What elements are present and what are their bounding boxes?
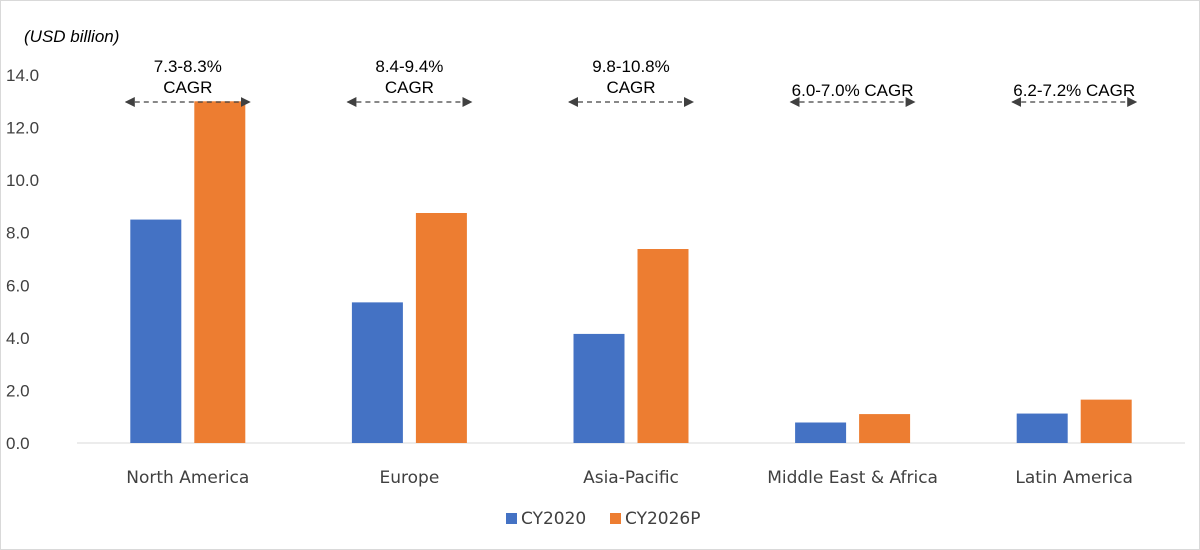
bar-cy2026p-0	[194, 101, 246, 444]
x-category-label: Asia-Pacific	[583, 468, 679, 488]
cagr-label: 6.2-7.2% CAGR	[1013, 81, 1135, 100]
x-category-label: Latin America	[1015, 468, 1133, 488]
bars	[130, 101, 1132, 444]
category-labels: North America Europe Asia-Pacific Middle Ea…	[126, 468, 1133, 488]
unit-label: (USD billion)	[24, 27, 119, 46]
bar-cy2026p-3	[859, 414, 911, 443]
y-tick-label: 8.0	[6, 224, 30, 243]
bar-cy2020-4	[1016, 413, 1068, 443]
cagr-label: 9.8-10.8%	[592, 57, 670, 76]
legend-swatch-cy2026p	[610, 513, 621, 524]
y-tick-label: 10.0	[6, 171, 39, 190]
y-axis: 0.0 2.0 4.0 6.0 8.0 10.0 12.0 14.0	[6, 66, 39, 453]
bar-cy2026p-1	[415, 213, 467, 443]
bar-cy2026p-2	[637, 249, 689, 443]
x-category-label: North America	[126, 468, 249, 488]
y-tick-label: 0.0	[6, 434, 30, 453]
y-tick-label: 12.0	[6, 119, 39, 138]
legend: CY2020 CY2026P	[506, 509, 700, 529]
legend-swatch-cy2020	[506, 513, 517, 524]
legend-label: CY2020	[521, 509, 586, 529]
bar-cy2020-1	[351, 302, 403, 443]
cagr-label: CAGR	[163, 78, 212, 97]
y-tick-label: 4.0	[6, 329, 30, 348]
bar-cy2026p-4	[1080, 399, 1132, 443]
cagr-annotations: 7.3-8.3% CAGR 8.4-9.4% CAGR 9.8-10.8% CAGR 6.0…	[124, 57, 1138, 107]
cagr-label: 7.3-8.3%	[154, 57, 222, 76]
legend-label: CY2026P	[625, 509, 700, 529]
bar-cy2020-3	[795, 422, 847, 443]
y-tick-label: 6.0	[6, 276, 30, 295]
cagr-label: CAGR	[606, 78, 655, 97]
cagr-label: CAGR	[385, 78, 434, 97]
y-tick-label: 2.0	[6, 381, 30, 400]
x-category-label: Middle East & Africa	[767, 468, 938, 488]
cagr-label: 6.0-7.0% CAGR	[792, 81, 914, 100]
cagr-label: 8.4-9.4%	[375, 57, 443, 76]
x-category-label: Europe	[380, 468, 440, 488]
y-tick-label: 14.0	[6, 66, 39, 85]
bar-cy2020-2	[573, 333, 625, 443]
bar-cy2020-0	[130, 219, 182, 443]
